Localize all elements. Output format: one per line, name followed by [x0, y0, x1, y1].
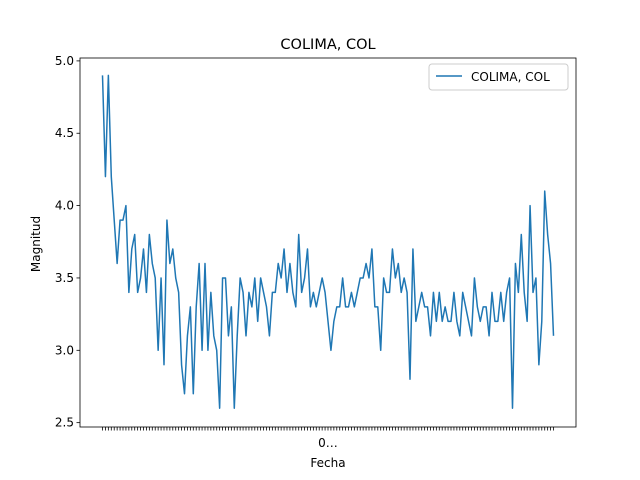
- y-tick-label: 5.0: [55, 54, 74, 68]
- y-tick-label: 3.5: [55, 271, 74, 285]
- x-axis-label: Fecha: [310, 456, 345, 470]
- legend-box: [428, 63, 569, 91]
- series-line-colima-col: [101, 74, 555, 409]
- legend: COLIMA, COL: [428, 63, 569, 91]
- x-tick-labels: 0…: [318, 436, 338, 450]
- plot-area: [101, 74, 555, 409]
- legend-label: COLIMA, COL: [471, 70, 550, 84]
- axes: 2.5 3.0 3.5 4.0 4.5 5.0 0…: [55, 54, 577, 450]
- y-axis-label: Magnitud: [29, 216, 43, 272]
- y-tick-label: 2.5: [55, 416, 74, 430]
- y-tick-label: 4.0: [55, 199, 74, 213]
- y-tick-label: 4.5: [55, 126, 74, 140]
- chart-title: COLIMA, COL: [280, 37, 375, 53]
- y-tick-label: 3.0: [55, 343, 74, 357]
